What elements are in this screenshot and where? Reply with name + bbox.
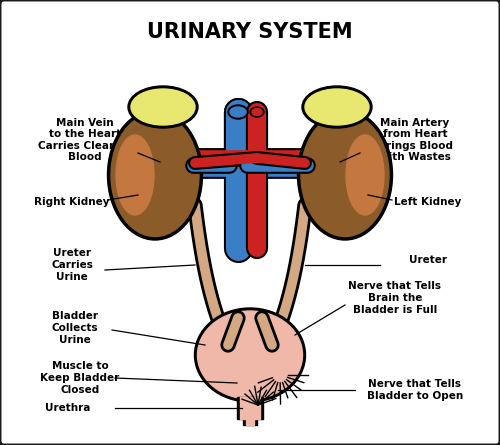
Ellipse shape <box>111 113 199 236</box>
Text: Main Artery
from Heart
Brings Blood
with Wastes: Main Artery from Heart Brings Blood with… <box>378 117 452 162</box>
Ellipse shape <box>128 86 198 128</box>
Text: Bladder
Collects
Urine: Bladder Collects Urine <box>52 312 98 344</box>
Ellipse shape <box>230 107 246 117</box>
Ellipse shape <box>298 110 392 240</box>
Text: Ureter
Carries
Urine: Ureter Carries Urine <box>51 248 93 282</box>
Ellipse shape <box>108 110 202 240</box>
Ellipse shape <box>194 308 306 402</box>
Text: URINARY SYSTEM: URINARY SYSTEM <box>147 22 353 42</box>
Ellipse shape <box>131 89 195 125</box>
Ellipse shape <box>198 311 302 399</box>
Text: Ureter: Ureter <box>409 255 447 265</box>
Bar <box>237 397 263 419</box>
Ellipse shape <box>250 107 264 117</box>
Text: Nerve that Tells
Bladder to Open: Nerve that Tells Bladder to Open <box>367 379 463 401</box>
Text: Right Kidney: Right Kidney <box>34 197 110 207</box>
Ellipse shape <box>301 113 389 236</box>
Ellipse shape <box>302 86 372 128</box>
Text: Main Vein
to the Heart
Carries Cleaned
Blood: Main Vein to the Heart Carries Cleaned B… <box>38 117 132 162</box>
Text: Urethra: Urethra <box>46 403 90 413</box>
Bar <box>243 419 257 425</box>
Bar <box>246 419 254 425</box>
Text: Nerve that Tells
Brain the
Bladder is Full: Nerve that Tells Brain the Bladder is Fu… <box>348 281 442 315</box>
Ellipse shape <box>346 135 384 215</box>
Ellipse shape <box>116 135 154 215</box>
Bar <box>240 397 260 419</box>
Ellipse shape <box>228 105 248 119</box>
Text: Muscle to
Keep Bladder
Closed: Muscle to Keep Bladder Closed <box>40 361 119 395</box>
Text: Left Kidney: Left Kidney <box>394 197 462 207</box>
Ellipse shape <box>305 89 369 125</box>
Ellipse shape <box>252 109 262 116</box>
